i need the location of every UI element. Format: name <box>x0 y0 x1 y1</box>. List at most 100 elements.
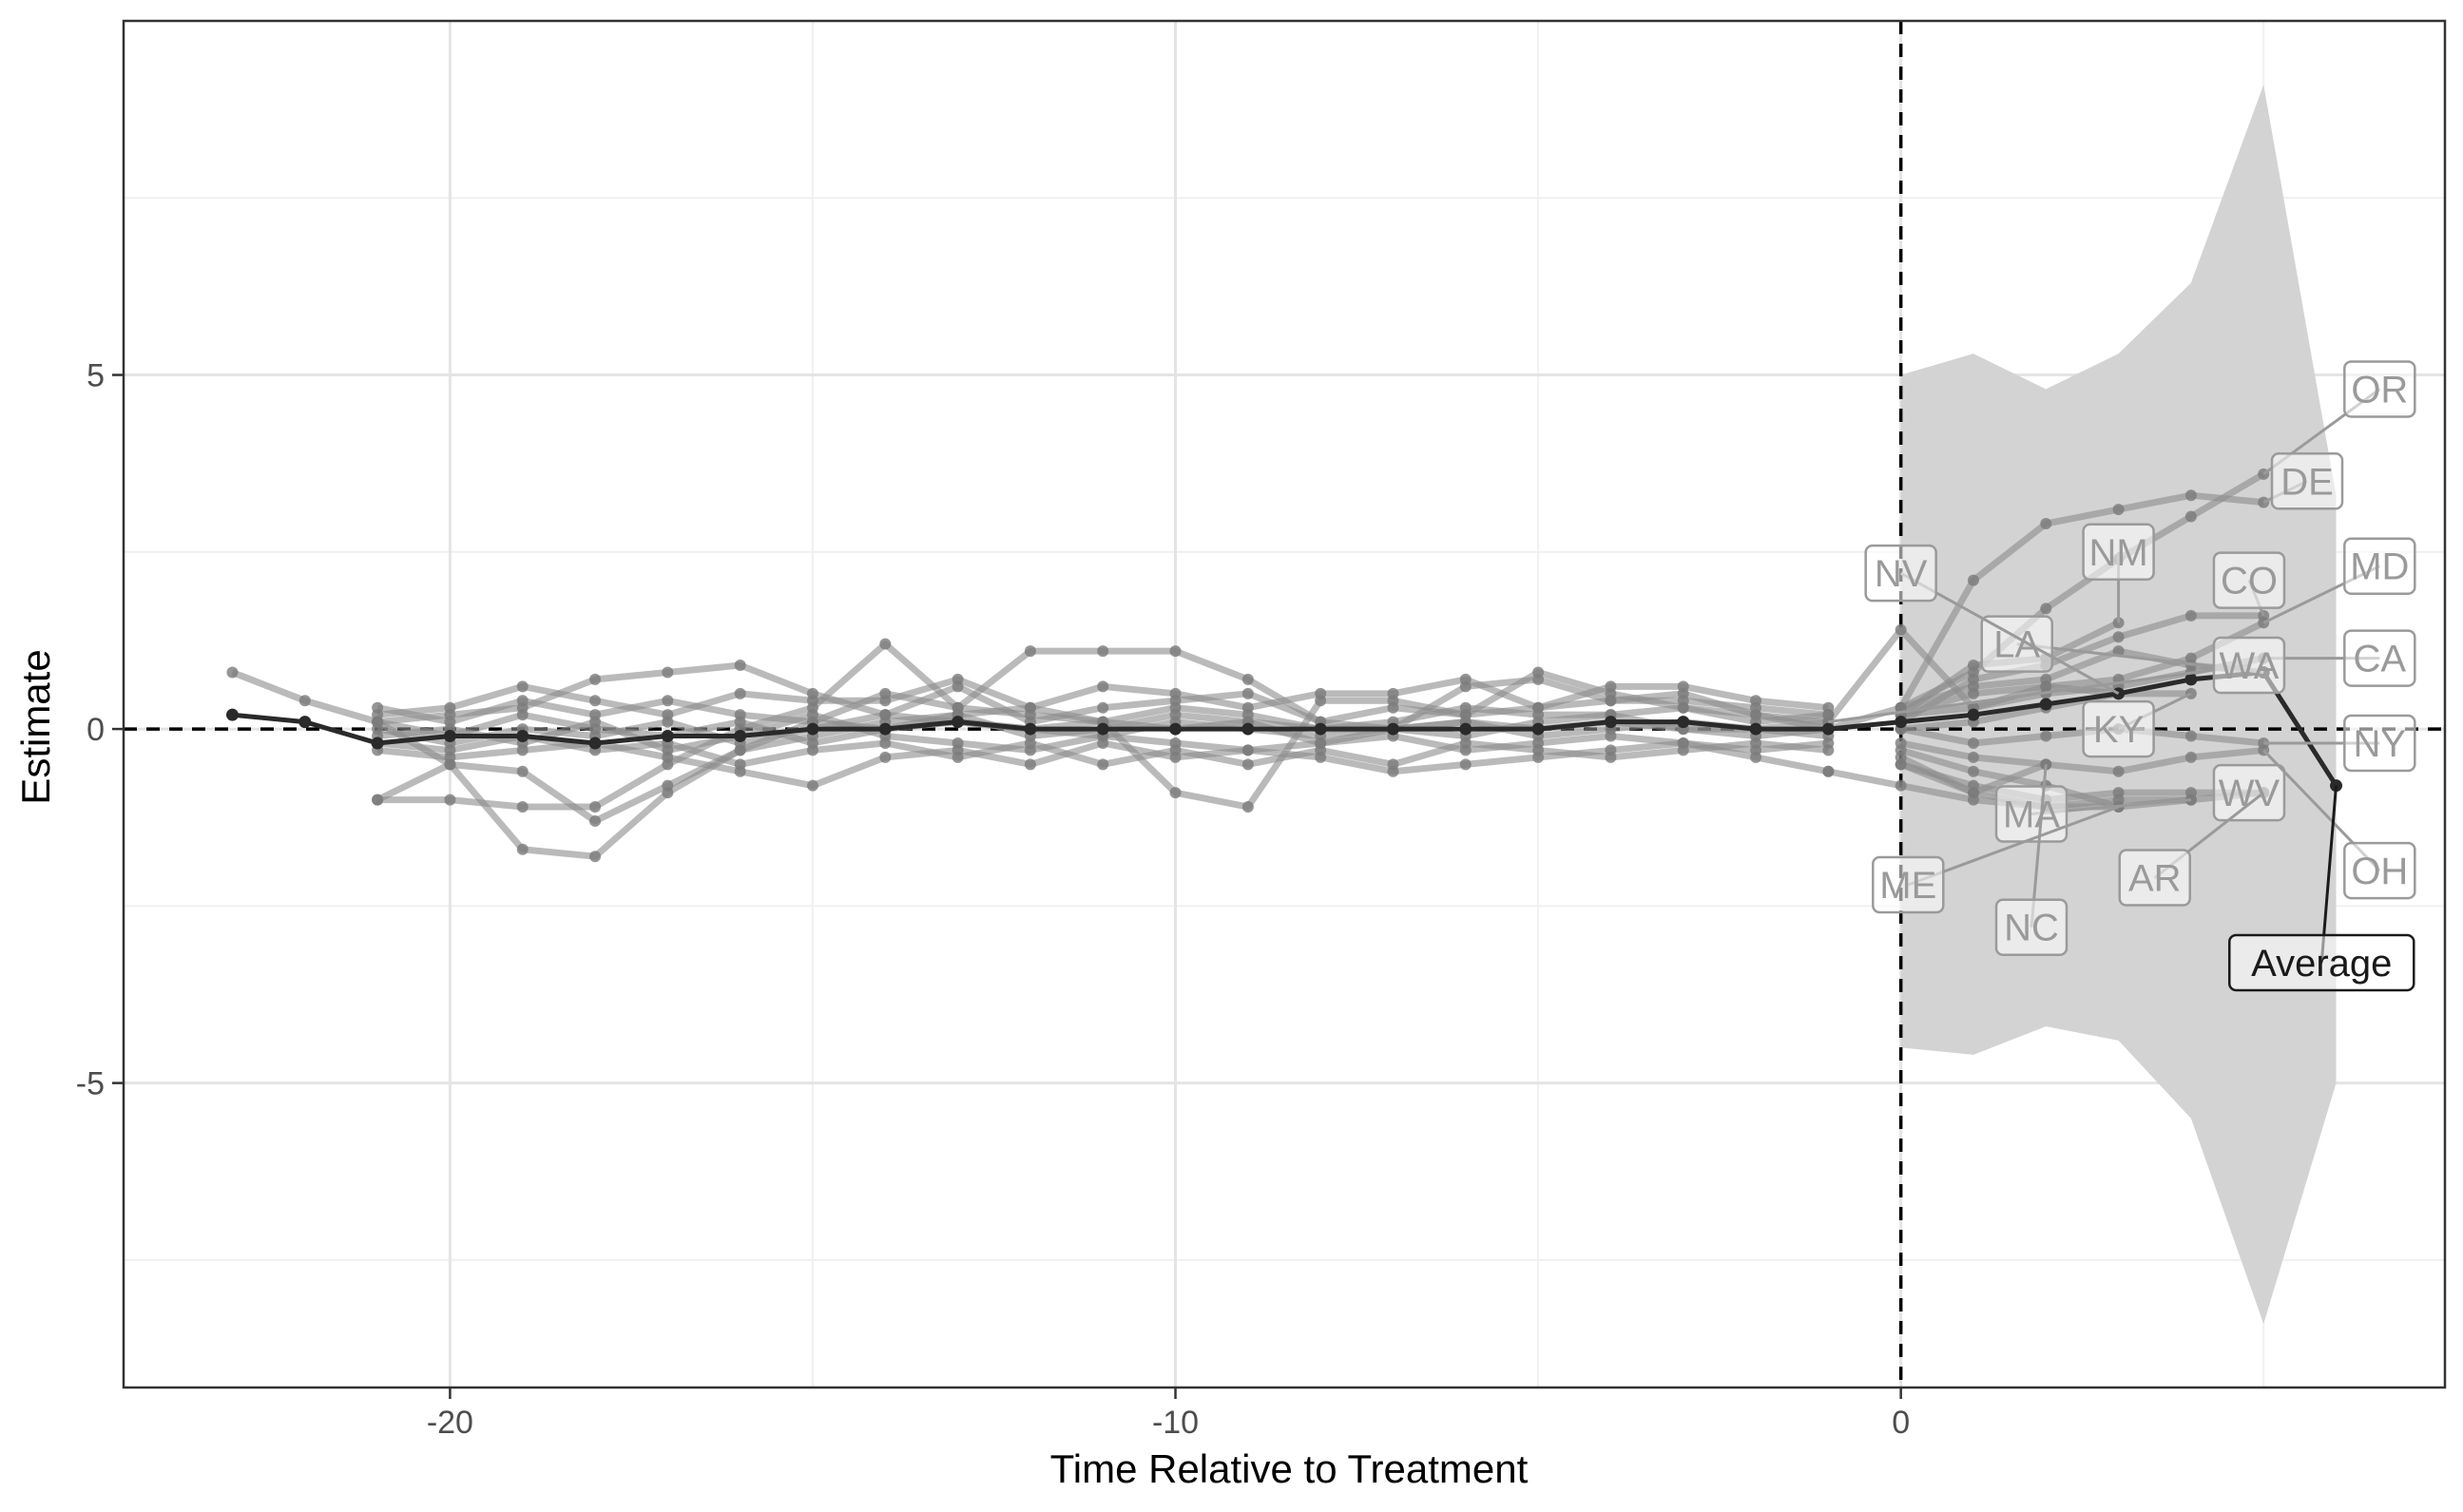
series-point <box>2184 510 2197 523</box>
label-text: CO <box>2221 561 2278 603</box>
label-wa: WA <box>1828 636 2286 724</box>
average-point <box>1459 722 1472 736</box>
average-point <box>1096 722 1109 736</box>
label-box <box>1994 898 2069 956</box>
label-box <box>1994 785 2069 843</box>
series-point <box>589 801 602 813</box>
average-point <box>516 730 529 743</box>
average-point <box>1169 722 1183 736</box>
label-text: KY <box>2093 709 2144 751</box>
series-line <box>1899 739 2264 775</box>
series-point <box>2184 751 2197 763</box>
average-point <box>1749 722 1762 736</box>
series-point <box>444 794 456 806</box>
series-point <box>1967 574 1979 586</box>
series-point <box>734 758 746 771</box>
label-box <box>2082 699 2155 758</box>
series-point <box>1459 673 1472 685</box>
x-tick-label: -10 <box>1152 1405 1199 1441</box>
label-average: Average <box>2228 785 2415 992</box>
label-box <box>2343 629 2416 687</box>
label-text: WA <box>2219 645 2279 687</box>
series-average <box>225 665 2343 793</box>
x-tick-label: -20 <box>427 1405 473 1441</box>
label-text: MD <box>2350 546 2409 588</box>
series-point <box>1169 744 1182 756</box>
average-point <box>1531 722 1545 736</box>
series-point <box>589 814 602 827</box>
label-box <box>2212 636 2286 695</box>
series-point <box>1097 737 1109 749</box>
series-point <box>1387 701 1399 714</box>
series-point <box>1605 751 1617 763</box>
panel-border <box>122 19 2447 1389</box>
series-point <box>1967 794 1979 806</box>
label-box <box>2343 537 2416 595</box>
label-de: DE <box>2262 452 2344 510</box>
average-point <box>1677 716 1690 729</box>
series-point <box>298 695 311 707</box>
label-leader-line <box>2319 785 2338 964</box>
series-point <box>1315 737 1327 749</box>
y-axis-title: Estimate <box>13 649 58 804</box>
series-point <box>879 751 892 763</box>
average-point <box>952 716 965 729</box>
series-point <box>2040 603 2052 615</box>
label-box <box>1872 855 1945 914</box>
series-point <box>662 716 674 728</box>
label-box <box>2343 360 2416 418</box>
label-box <box>2343 714 2416 773</box>
series-point <box>662 666 674 679</box>
series-point <box>1241 801 1254 813</box>
label-ky: KY <box>2082 692 2192 758</box>
label-ma: MA <box>1994 785 2192 843</box>
label-text: ME <box>1879 865 1936 907</box>
label-me: ME <box>1872 805 2120 914</box>
series-point <box>1967 751 1979 763</box>
label-box <box>2228 933 2415 992</box>
average-point <box>298 716 312 729</box>
series-point <box>662 751 674 763</box>
series-point <box>1967 737 1979 749</box>
label-ny: NY <box>2263 714 2416 773</box>
x-axis-title: Time Relative to Treatment <box>1050 1446 1529 1491</box>
series-point <box>2184 489 2197 502</box>
series-point <box>1677 701 1689 714</box>
series-point <box>1315 687 1327 699</box>
average-point <box>1821 722 1835 736</box>
series-point <box>1967 680 1979 693</box>
average-point <box>588 737 602 750</box>
series-point <box>516 843 529 855</box>
label-ar: AR <box>2118 791 2265 907</box>
series-point <box>879 638 892 650</box>
series-point <box>2040 730 2052 742</box>
label-text: NY <box>2354 723 2407 765</box>
y-tick-label: 0 <box>87 712 105 748</box>
series-point <box>2112 504 2125 516</box>
label-box <box>2212 763 2286 822</box>
series-point <box>734 716 746 728</box>
label-text: NC <box>2004 908 2059 949</box>
label-box <box>1864 544 1937 603</box>
label-leader-line <box>1828 663 2250 724</box>
series-point <box>516 801 529 813</box>
average-point <box>2184 673 2198 686</box>
series-line <box>1900 655 2264 718</box>
series-point <box>1097 701 1109 714</box>
series-point <box>2040 518 2052 530</box>
series-point <box>806 687 818 699</box>
series-point <box>662 779 674 792</box>
series-point <box>1387 687 1399 699</box>
label-or: OR <box>2262 360 2416 476</box>
series-point <box>879 709 892 721</box>
y-tick-label: -5 <box>76 1066 105 1102</box>
series-point <box>734 687 746 699</box>
series-point <box>1097 758 1109 771</box>
series-point <box>516 680 529 693</box>
label-text: OH <box>2351 851 2408 892</box>
average-point <box>734 730 747 743</box>
series-point <box>806 709 818 721</box>
series-point <box>1895 623 1907 636</box>
y-tick-label: 5 <box>87 358 105 394</box>
average-point <box>1314 722 1327 736</box>
